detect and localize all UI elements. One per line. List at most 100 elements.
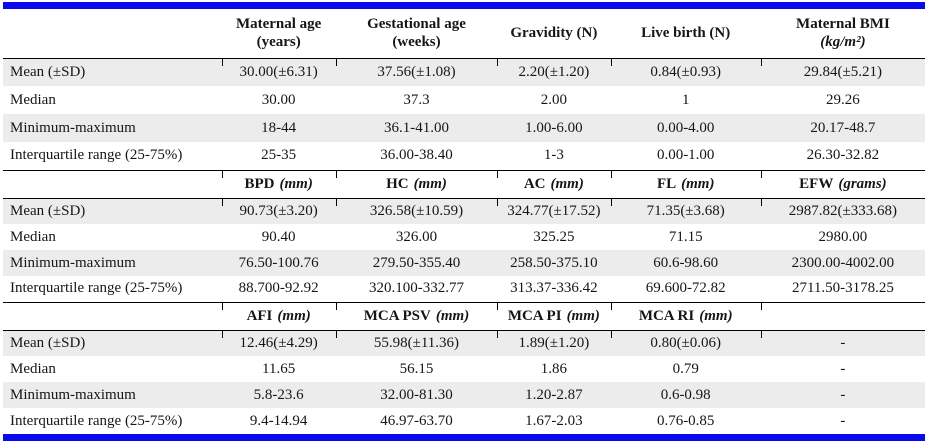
cell: 0.80(±0.06): [610, 330, 761, 356]
cell: 5.8-23.6: [221, 382, 336, 408]
row-label: Mean (±SD): [3, 58, 222, 86]
column-header-title: AC: [523, 175, 546, 192]
column-header-title: Live birth (N): [641, 24, 731, 41]
cell: 30.00(±6.31): [221, 58, 336, 86]
cell: 1-3: [543, 147, 564, 164]
cell: 76.50-100.76: [221, 250, 336, 276]
cell: 0.84(±0.93): [610, 58, 761, 86]
column-header-unit: (mm): [413, 175, 447, 192]
column-header-ac: AC (mm): [497, 169, 611, 199]
header-empty-cell: [3, 169, 222, 199]
cell: 88.700-92.92: [238, 280, 319, 297]
cell: 37.3: [403, 91, 430, 108]
cell: 29.26: [826, 91, 860, 108]
header-row-doppler: AFI (mm) MCA PSV (mm) MCA PI (mm) MCA RI (mm…: [3, 301, 925, 331]
column-header-title: Maternal BMI: [796, 15, 890, 32]
row-label: Interquartile range (25-75%): [10, 412, 183, 429]
row-label: Interquartile range (25-75%): [10, 280, 183, 297]
cell: 325.25: [533, 228, 575, 245]
column-header-title: AFI: [246, 307, 273, 324]
cell: 0.79: [672, 360, 699, 377]
column-header-unit: (years): [256, 34, 301, 51]
column-header-title: HC: [386, 175, 409, 192]
table-row-median: Median 30.00 37.3 2.00 1 29.26: [3, 86, 925, 114]
cell: 324.77(±17.52): [497, 198, 611, 224]
bottom-accent-rule: [3, 434, 925, 441]
cell: 1.20-2.87: [497, 382, 611, 408]
cell: 26.30-32.82: [806, 147, 880, 164]
cell: 1: [681, 91, 690, 108]
cell: 37.56(±1.08): [335, 58, 498, 86]
row-label: Median: [10, 91, 56, 108]
top-accent-rule: [3, 2, 925, 9]
cell: 90.73(±3.20): [221, 198, 336, 224]
cell: 1.67-2.03: [525, 412, 583, 429]
cell: 2987.82(±333.68): [760, 198, 925, 224]
column-header-unit: (grams): [838, 175, 887, 192]
column-header-title: Maternal age: [235, 15, 322, 32]
column-header-title: MCA PSV: [363, 307, 431, 324]
cell: 2980.00: [818, 228, 868, 245]
table-row-iqr: Interquartile range (25-75%) 9.4-14.94 4…: [3, 408, 925, 434]
column-header-maternal-age: Maternal age (years): [221, 9, 336, 59]
column-header-title: Gestational age: [367, 15, 466, 32]
cell: 11.65: [262, 360, 296, 377]
cell: -: [840, 360, 846, 377]
column-header-title: MCA PI: [507, 307, 562, 324]
column-header-maternal-bmi: Maternal BMI (kg/m²): [760, 9, 925, 59]
row-label: Minimum-maximum: [3, 382, 222, 408]
column-header-title: Gravidity (N): [510, 24, 598, 41]
cell: 313.37-336.42: [510, 280, 598, 297]
cell: 0.00-4.00: [610, 114, 761, 142]
header-row-demographics: Maternal age (years) Gestational age (we…: [3, 9, 925, 59]
cell: 29.84(±5.21): [760, 58, 925, 86]
column-header-hc: HC (mm): [335, 169, 498, 199]
cell: 20.17-48.7: [760, 114, 925, 142]
cell: 1.00-6.00: [497, 114, 611, 142]
cell: -: [760, 382, 925, 408]
cell: 2711.50-3178.25: [791, 280, 894, 297]
column-header-efw: EFW (grams): [760, 169, 925, 199]
cell: 71.35(±3.68): [610, 198, 761, 224]
column-header-afi: AFI (mm): [221, 301, 336, 331]
cell: 56.15: [399, 360, 434, 377]
cell: 279.50-355.40: [335, 250, 498, 276]
descriptive-statistics-table: Maternal age (years) Gestational age (we…: [3, 9, 925, 434]
cell: 258.50-375.10: [497, 250, 611, 276]
row-label: Mean (±SD): [3, 330, 222, 356]
column-header-unit: (mm): [279, 175, 313, 192]
column-header-empty: [760, 301, 925, 331]
column-header-live-birth: Live birth (N): [610, 9, 761, 59]
column-header-title: MCA RI: [638, 307, 695, 324]
column-header-unit: (mm): [550, 175, 584, 192]
column-header-unit: (kg/m²): [820, 34, 866, 51]
column-header-unit: (mm): [681, 175, 715, 192]
row-label: Median: [10, 360, 56, 377]
column-header-title: EFW: [799, 175, 834, 192]
cell: 18-44: [221, 114, 336, 142]
cell: 30.00: [261, 91, 296, 108]
cell: -: [760, 330, 925, 356]
column-header-mca-pi: MCA PI (mm): [497, 301, 611, 331]
table-row-mean: Mean (±SD) 12.46(±4.29) 55.98(±11.36) 1.…: [3, 330, 925, 356]
cell: 0.6-0.98: [610, 382, 761, 408]
column-header-gestational-age: Gestational age (weeks): [335, 9, 498, 59]
column-header-bpd: BPD (mm): [221, 169, 336, 199]
column-header-title: FL: [656, 175, 677, 192]
cell: 60.6-98.60: [610, 250, 761, 276]
table-row-min-max: Minimum-maximum 5.8-23.6 32.00-81.30 1.2…: [3, 382, 925, 408]
column-header-unit: (mm): [435, 307, 470, 324]
header-empty-cell: [3, 9, 222, 59]
cell: 46.97-63.70: [380, 412, 453, 429]
column-header-title: BPD: [244, 175, 275, 192]
table-row-median: Median 11.65 56.15 1.86 0.79 -: [3, 356, 925, 382]
cell: 1.86: [540, 360, 567, 377]
row-label: Median: [10, 228, 56, 245]
column-header-mca-psv: MCA PSV (mm): [335, 301, 498, 331]
column-header-mca-ri: MCA RI (mm): [610, 301, 761, 331]
cell: 90.40: [261, 228, 296, 245]
column-header-unit: (mm): [277, 307, 311, 324]
row-label: Interquartile range (25-75%): [10, 147, 183, 164]
column-header-gravidity: Gravidity (N): [497, 9, 611, 59]
table-row-mean: Mean (±SD) 30.00(±6.31) 37.56(±1.08) 2.2…: [3, 58, 925, 86]
